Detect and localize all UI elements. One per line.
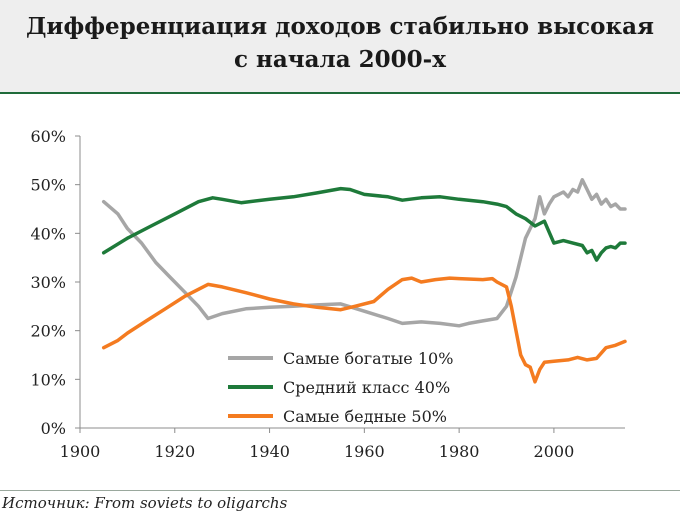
x-tick-label: 1920 xyxy=(154,442,195,461)
y-tick-label: 40% xyxy=(30,224,66,243)
y-tick-label: 0% xyxy=(41,419,66,438)
source-note: Источник: From soviets to oligarchs xyxy=(0,490,680,512)
x-tick-label: 2000 xyxy=(534,442,575,461)
y-tick-label: 50% xyxy=(30,176,66,195)
y-tick-label: 30% xyxy=(30,273,66,292)
legend-label-2: Средний класс 40% xyxy=(283,378,450,397)
chart-title-line-1: Дифференциация доходов стабильно высокая xyxy=(25,13,655,40)
series-line-3 xyxy=(101,276,627,384)
x-tick-label: 1900 xyxy=(60,442,101,461)
y-tick-label: 10% xyxy=(30,370,66,389)
x-tick-label: 1940 xyxy=(249,442,290,461)
line-chart: 0% 10% 20% 30% 40% 50% 60% 1900 1920 1940 1960 1980… xyxy=(30,127,627,461)
source-text: Источник: From soviets to oligarchs xyxy=(2,494,288,512)
y-tick-label: 20% xyxy=(30,322,66,341)
chart-title: Дифференциация доходов стабильно высокая… xyxy=(0,10,680,76)
series-line-1 xyxy=(101,178,627,328)
legend-label-3: Самые бедные 50% xyxy=(283,407,447,426)
header: Дифференциация доходов стабильно высокая… xyxy=(0,0,680,94)
series-line-2 xyxy=(101,186,627,262)
legend-label-1: Самые богатые 10% xyxy=(283,349,453,368)
x-tick-label: 1960 xyxy=(344,442,385,461)
x-tick-label: 1980 xyxy=(439,442,480,461)
y-tick-label: 60% xyxy=(30,127,66,146)
chart-title-line-2: с начала 2000-х xyxy=(234,46,446,73)
